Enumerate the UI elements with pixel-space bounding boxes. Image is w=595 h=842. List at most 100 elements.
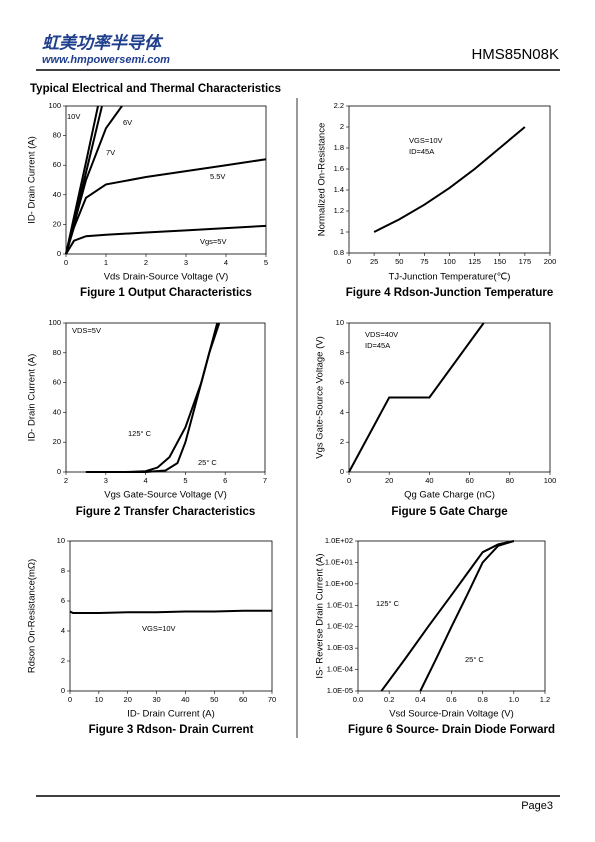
y-tick-label: 1.0E+00 [325, 579, 353, 588]
x-tick-label: 2 [64, 476, 68, 485]
y-tick-label: 1 [340, 227, 344, 236]
x-tick-label: 40 [425, 476, 433, 485]
x-tick-label: 125 [468, 257, 481, 266]
x-tick-label: 25 [370, 257, 378, 266]
annotation: 5.5V [210, 172, 225, 181]
y-tick-label: 0 [61, 686, 65, 695]
x-axis-label: TJ-Junction Temperature(℃) [389, 272, 511, 283]
x-tick-label: 80 [506, 476, 514, 485]
y-axis-label: IS- Reverse Drain Current (A) [315, 553, 326, 678]
plot-area [348, 322, 551, 473]
y-tick-label: 10 [57, 536, 65, 545]
website: www.hmpowersemi.com [42, 54, 170, 66]
x-tick-label: 0.4 [415, 695, 425, 704]
x-axis-label: Qg Gate Charge (nC) [404, 490, 495, 501]
x-tick-label: 40 [181, 695, 189, 704]
y-tick-label: 1.8 [334, 143, 344, 152]
y-tick-label: 8 [340, 348, 344, 357]
y-tick-label: 2 [340, 122, 344, 131]
x-tick-label: 1.2 [540, 695, 550, 704]
x-tick-label: 75 [420, 257, 428, 266]
y-tick-label: 4 [61, 626, 65, 635]
x-tick-label: 30 [152, 695, 160, 704]
y-axis-label: Vgs Gate-Source Voltage (V) [315, 336, 326, 459]
x-tick-label: 0.6 [446, 695, 456, 704]
x-tick-label: 175 [519, 257, 532, 266]
x-tick-label: 0 [68, 695, 72, 704]
x-tick-label: 0.8 [477, 695, 487, 704]
plot-area [65, 322, 266, 473]
x-tick-label: 3 [184, 258, 188, 267]
page-number: Page3 [521, 800, 553, 812]
y-tick-label: 0 [57, 467, 61, 476]
x-axis-label: Vgs Gate-Source Voltage (V) [104, 490, 227, 501]
x-tick-label: 60 [239, 695, 247, 704]
y-tick-label: 0 [340, 467, 344, 476]
y-tick-label: 2 [340, 437, 344, 446]
y-tick-label: 4 [340, 407, 344, 416]
annotation: 7V [106, 148, 115, 157]
x-tick-label: 2 [144, 258, 148, 267]
series-line [65, 224, 267, 255]
y-axis-label: ID- Drain Current (A) [27, 136, 38, 224]
x-tick-label: 200 [544, 257, 557, 266]
y-tick-label: 1.0E-02 [327, 622, 353, 631]
annotation: Vgs=5V [200, 237, 226, 246]
y-tick-label: 2 [61, 656, 65, 665]
y-tick-label: 100 [48, 101, 61, 110]
plot-area [348, 105, 551, 254]
y-tick-label: 1.0E-03 [327, 643, 353, 652]
annotation: ID=45A [365, 341, 390, 350]
x-tick-label: 20 [124, 695, 132, 704]
x-tick-label: 4 [144, 476, 148, 485]
series-line [69, 609, 272, 614]
y-tick-label: 1.0E+01 [325, 557, 353, 566]
y-tick-label: 40 [53, 190, 61, 199]
x-tick-label: 0 [347, 476, 351, 485]
annotation: 10V [67, 112, 80, 121]
figure-caption: Figure 6 Source- Drain Diode Forward [348, 724, 555, 736]
x-axis-label: ID- Drain Current (A) [127, 709, 215, 720]
plot-area [65, 105, 267, 255]
y-tick-label: 1.6 [334, 164, 344, 173]
series-line [85, 322, 221, 473]
figure-caption: Figure 5 Gate Charge [391, 506, 507, 518]
figure-caption: Figure 1 Output Characteristics [80, 287, 252, 299]
plot-area [69, 540, 273, 692]
y-axis-label: Rdson On-Resistance(mΩ) [27, 559, 38, 673]
y-tick-label: 20 [53, 437, 61, 446]
company-name: 虹美功率半导体 [42, 33, 164, 52]
annotation: 25° C [465, 655, 484, 664]
x-tick-label: 50 [395, 257, 403, 266]
x-tick-label: 1 [104, 258, 108, 267]
x-tick-label: 100 [544, 476, 557, 485]
y-tick-label: 0 [57, 249, 61, 258]
y-tick-label: 1.0E-01 [327, 600, 353, 609]
x-tick-label: 0.0 [353, 695, 363, 704]
series-line [348, 322, 485, 473]
series-line [373, 126, 526, 233]
x-tick-label: 0 [64, 258, 68, 267]
x-tick-label: 5 [183, 476, 187, 485]
y-tick-label: 60 [53, 378, 61, 387]
figure-caption: Figure 3 Rdson- Drain Current [89, 724, 254, 736]
x-tick-label: 4 [224, 258, 228, 267]
y-axis-label: ID- Drain Current (A) [27, 354, 38, 442]
y-tick-label: 1.0E-05 [327, 686, 353, 695]
part-number: HMS85N08K [471, 46, 559, 63]
y-tick-label: 20 [53, 219, 61, 228]
annotation: VGS=10V [142, 624, 176, 633]
x-tick-label: 5 [264, 258, 268, 267]
y-tick-label: 1.0E+02 [325, 536, 353, 545]
y-tick-label: 6 [61, 596, 65, 605]
annotation: VGS=10V [409, 136, 443, 145]
x-tick-label: 70 [268, 695, 276, 704]
y-tick-label: 8 [61, 566, 65, 575]
x-tick-label: 100 [443, 257, 456, 266]
y-tick-label: 1.0E-04 [327, 665, 353, 674]
y-tick-label: 2.2 [334, 101, 344, 110]
annotation: VDS=5V [72, 326, 101, 335]
x-axis-label: Vsd Source-Drain Voltage (V) [389, 709, 514, 720]
annotation: 125° C [128, 429, 152, 438]
